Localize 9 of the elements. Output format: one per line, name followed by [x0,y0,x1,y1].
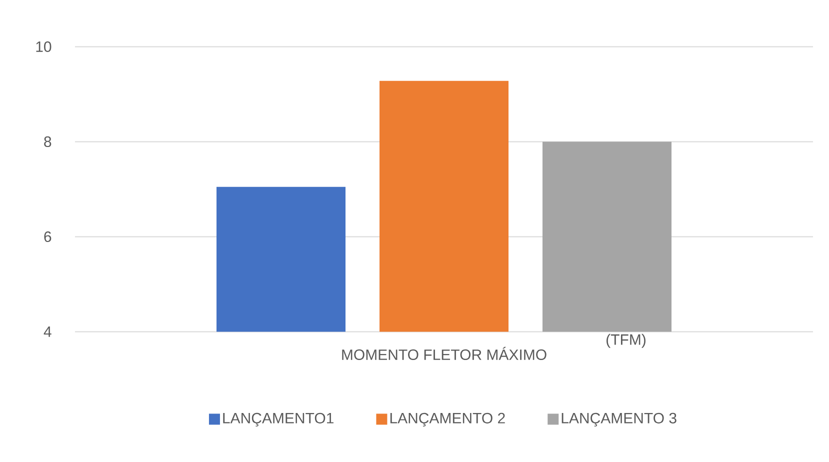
y-tick-label: 10 [36,41,52,52]
legend-label: LANÇAMENTO 3 [562,412,676,426]
legend-label: LANÇAMENTO1 [223,412,334,426]
y-tick-label: 6 [44,231,52,242]
legend-label: LANÇAMENTO 2 [390,412,505,426]
x-tick-label: MOMENTO FLETOR MÁXIMO [342,346,546,360]
y-tick-label: 8 [44,136,52,147]
y-tick-label: 4 [44,326,52,337]
text: (TFM) [606,334,646,348]
